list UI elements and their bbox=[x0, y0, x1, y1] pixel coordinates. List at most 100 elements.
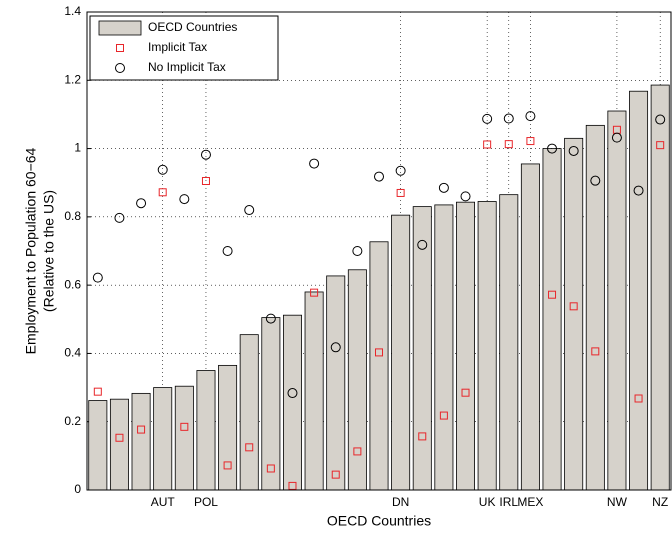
circle-marker bbox=[633, 185, 644, 196]
square-marker bbox=[288, 481, 297, 490]
square-marker bbox=[548, 290, 557, 299]
y-axis-label: Employment to Population 60−64 bbox=[23, 147, 39, 354]
square-marker bbox=[223, 461, 232, 470]
x-tick-label: IRL bbox=[499, 495, 518, 509]
square-marker bbox=[461, 388, 470, 397]
circle-marker bbox=[590, 175, 601, 186]
y-tick-label: 0.8 bbox=[64, 209, 81, 223]
square-marker bbox=[634, 394, 643, 403]
circle-marker bbox=[547, 143, 558, 154]
y-axis-label: (Relative to the US) bbox=[41, 190, 57, 312]
bar bbox=[629, 90, 649, 491]
circle-marker bbox=[568, 145, 579, 156]
y-tick-label: 1.2 bbox=[64, 72, 81, 86]
bar bbox=[520, 163, 540, 491]
bar bbox=[391, 214, 411, 491]
square-marker bbox=[375, 348, 383, 357]
legend-label: No Implicit Tax bbox=[148, 60, 226, 74]
legend-label: Implicit Tax bbox=[148, 40, 207, 54]
square-marker bbox=[526, 137, 535, 146]
circle-marker bbox=[482, 113, 493, 124]
circle-marker bbox=[222, 246, 233, 256]
square-marker bbox=[115, 433, 124, 442]
square-marker bbox=[353, 447, 362, 456]
square-marker bbox=[483, 140, 492, 149]
x-tick-label: NW bbox=[607, 495, 628, 509]
square-marker bbox=[158, 188, 167, 197]
bar bbox=[326, 275, 346, 491]
y-tick-label: 1 bbox=[74, 141, 81, 155]
circle-marker bbox=[525, 111, 536, 122]
square-marker bbox=[418, 432, 427, 441]
y-tick-label: 0 bbox=[74, 482, 81, 496]
bar bbox=[174, 385, 194, 491]
circle-marker bbox=[438, 182, 449, 193]
bar bbox=[585, 124, 605, 491]
square-marker bbox=[439, 411, 448, 420]
circle-marker bbox=[395, 165, 406, 176]
bar bbox=[542, 148, 562, 491]
square-marker bbox=[245, 443, 254, 452]
circle-marker bbox=[287, 388, 298, 399]
square-marker bbox=[201, 177, 210, 186]
circle-marker bbox=[611, 132, 622, 143]
square-marker bbox=[504, 140, 513, 149]
bar bbox=[218, 364, 238, 491]
bar bbox=[456, 201, 476, 491]
circle-marker bbox=[114, 212, 125, 223]
circle-marker bbox=[417, 239, 428, 250]
x-tick-label: MEX bbox=[517, 495, 543, 509]
y-tick-label: 0.6 bbox=[64, 277, 81, 291]
legend-label: OECD Countries bbox=[148, 20, 237, 34]
circle-marker bbox=[460, 191, 471, 202]
circle-marker bbox=[200, 149, 211, 160]
y-tick-label: 0.2 bbox=[64, 414, 81, 428]
square-marker bbox=[93, 387, 102, 396]
bar bbox=[434, 204, 454, 491]
x-tick-label: NZ bbox=[652, 495, 668, 509]
circle-marker bbox=[503, 113, 514, 124]
x-tick-label: AUT bbox=[151, 495, 176, 509]
x-tick-label: DN bbox=[392, 495, 409, 509]
square-marker bbox=[331, 470, 340, 479]
y-tick-label: 0.4 bbox=[64, 346, 81, 360]
bar bbox=[477, 201, 497, 491]
bar bbox=[650, 84, 670, 491]
circle-marker bbox=[309, 158, 320, 169]
bar bbox=[131, 392, 151, 491]
square-marker bbox=[569, 302, 578, 311]
circle-marker bbox=[265, 313, 276, 324]
bar bbox=[564, 137, 584, 491]
bar bbox=[109, 398, 129, 491]
circle-marker bbox=[244, 205, 255, 216]
square-marker bbox=[180, 422, 189, 431]
bar bbox=[304, 291, 324, 491]
bar bbox=[196, 370, 216, 491]
bar bbox=[369, 241, 389, 491]
x-tick-label: POL bbox=[194, 495, 218, 509]
bar bbox=[153, 387, 173, 491]
x-tick-label: UK bbox=[479, 495, 496, 509]
bar bbox=[347, 269, 367, 491]
square-marker bbox=[137, 425, 146, 434]
bar bbox=[499, 194, 519, 491]
bar bbox=[88, 400, 108, 491]
legend-swatch bbox=[116, 44, 124, 52]
circle-marker bbox=[655, 114, 666, 125]
circle-marker bbox=[136, 198, 147, 209]
square-marker bbox=[591, 347, 600, 356]
circle-marker bbox=[352, 246, 363, 256]
legend-swatch bbox=[115, 63, 125, 73]
square-marker bbox=[310, 288, 319, 297]
x-axis-label: OECD Countries bbox=[327, 513, 431, 529]
circle-marker bbox=[330, 342, 341, 353]
square-marker bbox=[656, 141, 665, 150]
square-marker bbox=[396, 188, 405, 197]
plot-frame bbox=[86, 11, 672, 491]
legend-swatch bbox=[98, 20, 142, 36]
circle-marker bbox=[374, 171, 384, 182]
bar bbox=[607, 110, 627, 491]
circle-marker bbox=[92, 272, 103, 283]
circle-marker bbox=[179, 194, 190, 205]
